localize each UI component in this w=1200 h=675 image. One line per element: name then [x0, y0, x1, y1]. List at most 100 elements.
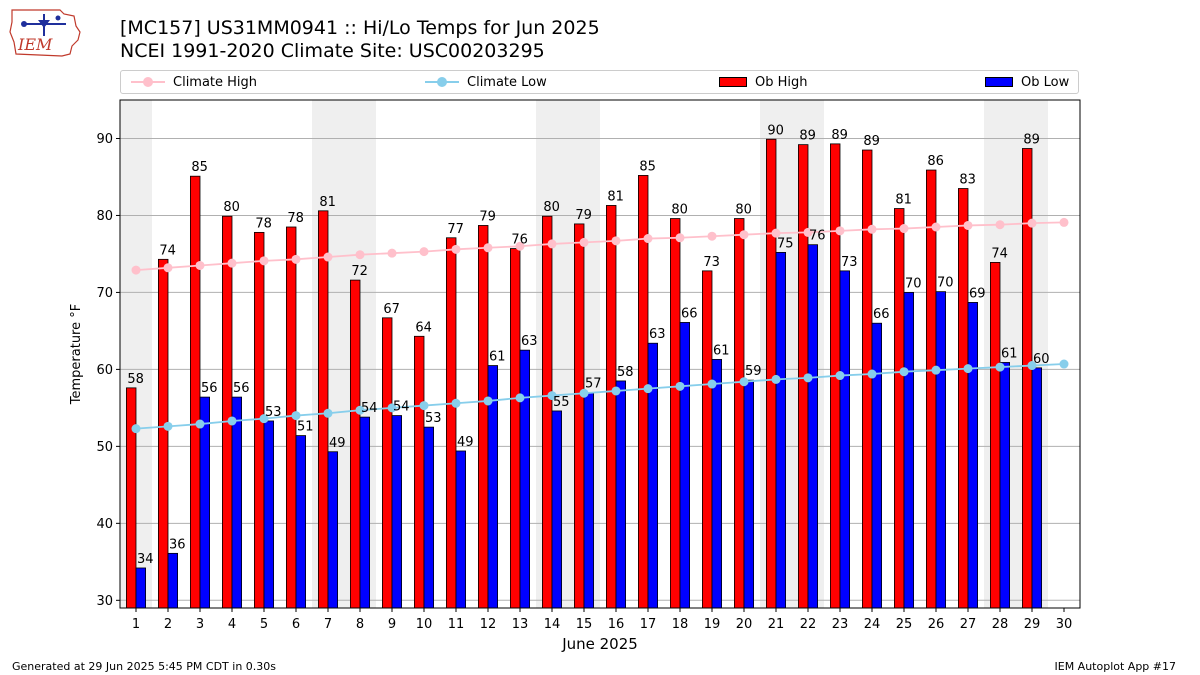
x-tick-label: 4: [228, 617, 236, 632]
ob-low-bar-19: [711, 358, 723, 609]
ob-high-bar-28: [990, 262, 1001, 609]
climate-high-point-4: [227, 258, 237, 268]
climate-high-point-24: [867, 224, 877, 234]
ob-low-label-24: 66: [873, 307, 890, 322]
ob-high-label-10: 64: [415, 320, 432, 335]
climate-low-point-23: [835, 371, 845, 381]
x-tick-label: 29: [1024, 617, 1041, 632]
climate-high-point-11: [451, 244, 461, 254]
x-tick-label: 28: [992, 617, 1009, 632]
ob-high-label-25: 81: [895, 193, 912, 208]
chart-subtitle: NCEI 1991-2020 Climate Site: USC00203295: [120, 40, 545, 62]
ob-low-label-3: 56: [201, 381, 218, 396]
climate-low-point-1: [131, 424, 141, 434]
climate-high-line: [135, 221, 1065, 272]
climate-high-swatch-icon: [131, 77, 165, 87]
x-tick-label: 1: [132, 617, 140, 632]
x-tick-label: 8: [356, 617, 364, 632]
climate-high-point-20: [739, 230, 749, 240]
ob-high-label-28: 74: [991, 246, 1008, 261]
ob-high-bar-4: [221, 215, 233, 609]
ob-high-label-23: 89: [831, 128, 848, 143]
climate-high-point-12: [483, 243, 493, 253]
x-tick-label: 19: [704, 617, 721, 632]
climate-high-point-19: [707, 231, 717, 241]
ob-low-bar-6: [295, 435, 307, 609]
ob-high-label-15: 79: [575, 208, 592, 223]
climate-low-point-4: [227, 416, 237, 426]
ob-high-bar-26: [926, 169, 937, 609]
ob-high-label-4: 80: [223, 200, 240, 215]
x-tick-label: 11: [448, 617, 465, 632]
legend-label: Climate Low: [467, 74, 547, 90]
ob-low-bar-22: [807, 244, 819, 609]
climate-low-point-20: [739, 377, 749, 387]
climate-low-point-22: [803, 373, 813, 383]
x-tick-label: 7: [324, 617, 332, 632]
ob-low-bar-18: [679, 322, 691, 609]
x-axis-label: June 2025: [561, 635, 638, 653]
climate-low-point-16: [611, 386, 621, 396]
climate-low-point-6: [291, 411, 301, 421]
climate-high-point-17: [643, 234, 653, 244]
climate-low-point-24: [867, 369, 877, 379]
ob-low-bar-28: [999, 362, 1011, 609]
ob-high-bar-3: [189, 175, 201, 609]
ob-low-bar-13: [519, 349, 531, 609]
plot-frame: [119, 99, 1081, 609]
ob-low-label-9: 54: [393, 400, 410, 415]
ob-high-label-29: 89: [1023, 132, 1040, 147]
x-tick-label: 18: [672, 617, 689, 632]
ob-high-label-11: 77: [447, 222, 464, 237]
ob-high-label-20: 80: [735, 203, 752, 218]
ob-high-bar-1: [126, 387, 137, 609]
x-tick-label: 6: [292, 617, 300, 632]
x-tick-label: 21: [768, 617, 785, 632]
y-axis-label: Temperature °F: [69, 304, 84, 405]
ob-high-label-18: 80: [671, 203, 688, 218]
y-tick-label: 40: [96, 517, 113, 532]
climate-high-point-8: [355, 250, 365, 260]
legend-label: Ob High: [755, 74, 808, 90]
ob-low-bar-21: [775, 251, 787, 609]
x-tick-label: 22: [800, 617, 817, 632]
ob-high-label-5: 78: [255, 216, 272, 231]
y-tick-label: 90: [96, 132, 113, 147]
ob-low-bar-14: [551, 410, 563, 609]
legend-item-climate-high: Climate High: [131, 71, 257, 93]
ob-low-label-11: 49: [457, 435, 474, 450]
climate-low-point-15: [579, 388, 589, 398]
x-tick-label: 15: [576, 617, 593, 632]
y-tick-label: 50: [96, 440, 113, 455]
ob-high-label-3: 85: [191, 160, 208, 175]
climate-low-point-18: [675, 381, 685, 391]
ob-low-label-26: 70: [937, 276, 954, 291]
y-tick-label: 30: [96, 594, 113, 609]
ob-low-bar-1: [135, 567, 147, 609]
climate-high-point-26: [931, 222, 941, 232]
climate-low-point-11: [451, 398, 461, 408]
x-tick-label: 9: [388, 617, 396, 632]
climate-low-point-28: [995, 362, 1005, 372]
ob-high-bar-21: [766, 138, 777, 609]
ob-low-bar-10: [423, 426, 435, 609]
ob-low-label-18: 66: [681, 306, 698, 321]
climate-low-swatch-icon: [425, 77, 459, 87]
climate-low-point-7: [323, 408, 333, 418]
ob-high-label-17: 85: [639, 159, 656, 174]
ob-low-label-27: 69: [969, 286, 986, 301]
climate-high-point-14: [547, 239, 557, 249]
ob-low-label-23: 73: [841, 255, 858, 270]
ob-high-bar-2: [157, 258, 169, 609]
climate-high-point-29: [1027, 218, 1037, 228]
ob-low-label-5: 53: [265, 405, 282, 420]
climate-low-point-26: [931, 365, 941, 375]
climate-low-point-5: [259, 414, 269, 424]
climate-low-point-25: [899, 367, 909, 377]
ob-low-bar-20: [743, 379, 755, 609]
ob-low-label-19: 61: [713, 343, 730, 358]
ob-high-bar-16: [606, 205, 617, 609]
ob-high-label-22: 89: [799, 129, 816, 144]
climate-high-point-1: [131, 265, 141, 275]
